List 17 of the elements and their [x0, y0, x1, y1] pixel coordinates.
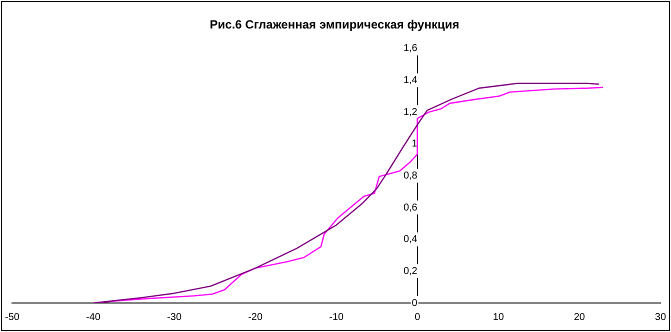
x-tick-label: 20	[574, 312, 586, 323]
x-tick-label: -30	[167, 312, 182, 323]
x-tick-label: -40	[86, 312, 101, 323]
y-tick-label: 1,2	[403, 106, 418, 118]
x-tick-label: -10	[329, 312, 344, 323]
y-tick-label: 0,4	[403, 234, 418, 246]
y-tick-label: 0,6	[403, 202, 418, 214]
chart-title: Рис.6 Сглаженная эмпирическая функция	[210, 18, 460, 32]
x-tick-label: 30	[654, 312, 666, 323]
x-tick-label: -50	[5, 312, 20, 323]
y-tick-label: 0	[412, 298, 418, 309]
y-tick-label: 1,4	[403, 74, 418, 86]
x-tick-label: 10	[492, 312, 504, 323]
y-tick-label: 1,6	[403, 43, 418, 54]
y-tick-label: 0,8	[403, 170, 418, 182]
x-tick-label: -20	[248, 312, 263, 323]
y-tick-label: 0,2	[403, 266, 418, 277]
